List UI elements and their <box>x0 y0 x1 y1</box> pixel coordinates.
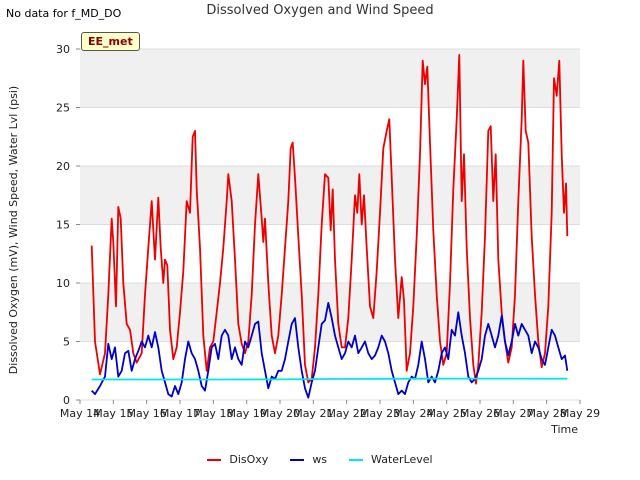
y-tick-labels: 0 5 10 15 20 25 30 <box>56 43 70 407</box>
y-tick-label: 20 <box>56 160 70 173</box>
legend-swatch-ws <box>290 458 305 461</box>
legend-swatch-waterlevel <box>349 458 364 461</box>
series-line-ws <box>91 302 569 399</box>
x-tick-label: May 27 <box>493 407 533 420</box>
x-tick-label: May 20 <box>260 407 300 420</box>
grid-band <box>80 49 580 108</box>
legend-label-ws: ws <box>312 453 328 466</box>
x-tick-label: May 14 <box>60 407 100 420</box>
x-tick-label: May 16 <box>127 407 167 420</box>
legend-label-disoxy: DisOxy <box>229 453 269 466</box>
axes <box>76 48 581 404</box>
y-tick-label: 10 <box>56 277 70 290</box>
legend-item-waterlevel: WaterLevel <box>349 453 433 466</box>
y-tick-label: 25 <box>56 102 70 115</box>
x-tick-label: May 18 <box>193 407 233 420</box>
legend-item-disoxy: DisOxy <box>207 453 268 466</box>
x-tick-label: May 26 <box>460 407 500 420</box>
site-badge: EE_met <box>81 32 140 51</box>
y-tick-label: 5 <box>63 336 70 349</box>
series-line-waterlevel <box>91 377 568 381</box>
x-tick-label: May 28 <box>527 407 567 420</box>
x-tick-label: May 29 <box>560 407 600 420</box>
y-tick-label: 30 <box>56 43 70 56</box>
series-line-disoxy <box>90 54 569 385</box>
series-lines <box>90 54 569 399</box>
x-tick-label: May 17 <box>160 407 200 420</box>
x-tick-label: May 23 <box>360 407 400 420</box>
legend-label-waterlevel: WaterLevel <box>371 453 433 466</box>
legend-item-ws: ws <box>290 453 327 466</box>
x-tick-label: May 19 <box>227 407 267 420</box>
legend: DisOxy ws WaterLevel <box>0 453 640 466</box>
y-tick-label: 15 <box>56 219 70 232</box>
x-tick-label: May 15 <box>93 407 133 420</box>
x-tick-label: May 24 <box>393 407 433 420</box>
y-tick-label: 0 <box>63 394 70 407</box>
x-tick-label: May 21 <box>293 407 333 420</box>
x-tick-label: May 22 <box>327 407 367 420</box>
chart-title: Dissolved Oxygen and Wind Speed <box>206 3 434 18</box>
x-axis-label: Time <box>550 423 578 436</box>
y-axis-label: Dissolved Oxygen (mV), Wind Speed, Water… <box>7 86 20 374</box>
x-tick-label: May 25 <box>427 407 467 420</box>
no-data-note: No data for f_MD_DO <box>6 7 122 20</box>
legend-swatch-disoxy <box>207 458 222 461</box>
